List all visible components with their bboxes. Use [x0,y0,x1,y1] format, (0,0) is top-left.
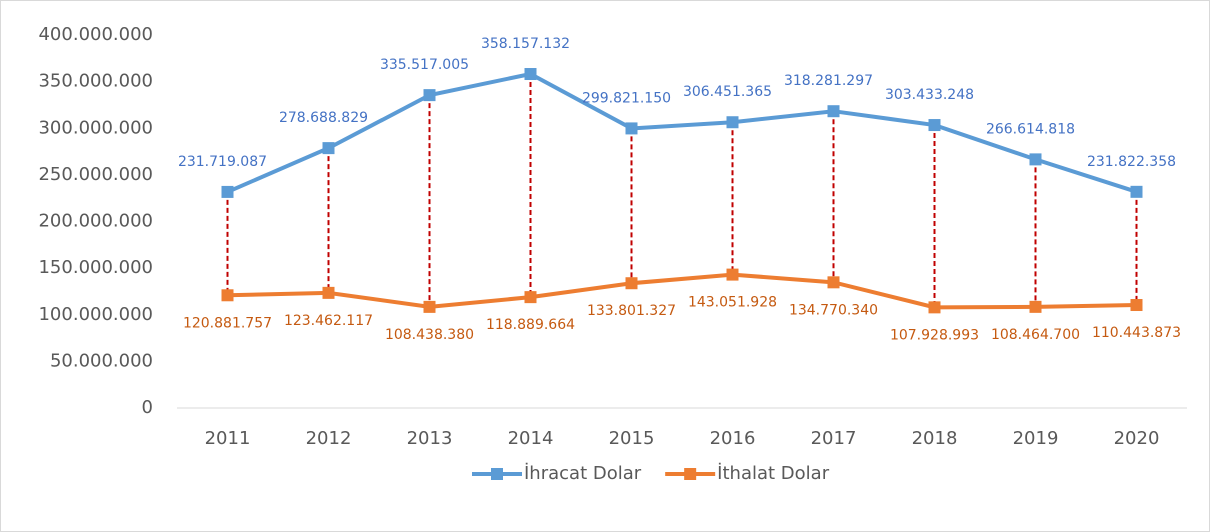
y-tick-label: 400.000.000 [38,24,153,45]
value-label: 123.462.117 [284,313,373,329]
value-label: 120.881.757 [183,315,272,331]
marker [1029,153,1042,166]
y-tick-label: 300.000.000 [38,117,153,138]
marker [524,291,537,304]
series-line [226,71,1138,194]
y-tick-label: 100.000.000 [38,304,153,325]
marker [928,301,941,314]
x-tick-label: 2014 [508,428,554,449]
y-tick-label: 150.000.000 [38,257,153,278]
value-label: 108.438.380 [385,327,474,343]
y-tick-label: 0 [142,397,153,418]
x-tick-label: 2017 [811,428,857,449]
value-label: 231.719.087 [178,154,267,170]
marker [827,105,840,118]
marker [322,142,335,155]
legend-label: İhracat Dolar [524,463,642,484]
marker [423,89,436,102]
marker [524,68,537,81]
value-label: 306.451.365 [683,84,772,100]
x-tick-label: 2018 [912,428,958,449]
value-label: 108.464.700 [991,327,1080,343]
legend-marker [491,468,503,480]
marker [1029,300,1042,313]
marker [423,300,436,313]
value-label: 335.517.005 [380,57,469,73]
y-tick-label: 200.000.000 [38,211,153,232]
marker [625,277,638,290]
value-label: 143.051.928 [688,295,777,311]
value-label: 318.281.297 [784,73,873,89]
y-tick-label: 250.000.000 [38,164,153,185]
marker [625,122,638,135]
legend-marker [684,468,697,480]
x-tick-label: 2015 [609,428,655,449]
marker [221,289,234,302]
marker [928,119,941,132]
x-tick-label: 2019 [1013,428,1059,449]
value-label: 278.688.829 [279,110,368,126]
value-label: 358.157.132 [481,36,570,52]
x-tick-label: 2013 [407,428,453,449]
y-tick-label: 50.000.000 [50,350,153,371]
value-label: 118.889.664 [486,317,575,333]
value-label: 299.821.150 [582,90,671,106]
value-label: 107.928.993 [890,327,979,343]
legend-label: İthalat Dolar [717,463,830,484]
value-label: 133.801.327 [587,303,676,319]
marker [1130,299,1143,312]
value-label: 303.433.248 [885,87,974,103]
y-tick-label: 350.000.000 [38,71,153,92]
marker [726,116,739,129]
value-label: 266.614.818 [986,121,1075,137]
value-label: 231.822.358 [1087,154,1176,170]
x-tick-label: 2020 [1114,428,1160,449]
series-line [227,272,1137,310]
x-tick-label: 2011 [205,428,251,449]
marker [322,286,335,299]
x-tick-label: 2012 [306,428,352,449]
marker [827,276,840,289]
value-label: 134.770.340 [789,302,878,318]
x-tick-label: 2016 [710,428,756,449]
marker [221,185,234,198]
value-label: 110.443.873 [1092,325,1181,341]
marker [1130,185,1143,198]
marker [726,268,739,281]
